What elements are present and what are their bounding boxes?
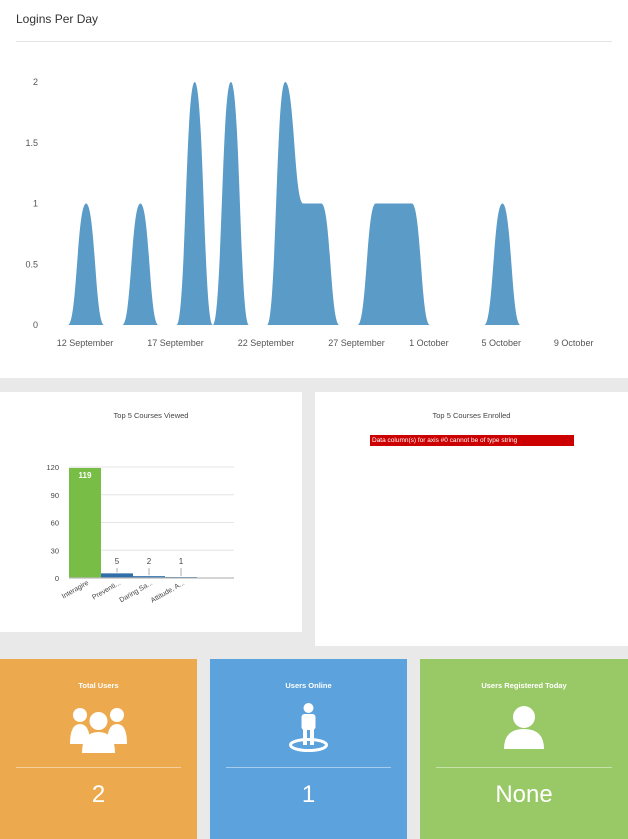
x-tick-label: 9 October: [554, 338, 594, 348]
courses-viewed-chart: 1209060300119Interagire5Preventi...2Dari…: [46, 463, 234, 605]
user-icon: [504, 706, 544, 749]
users-group-icon: [70, 708, 127, 753]
y-tick-label: 0: [33, 320, 38, 330]
courses-enrolled-title: Top 5 Courses Enrolled: [432, 411, 511, 420]
y-tick-label: 0: [55, 574, 59, 583]
y-tick-label: 30: [51, 546, 59, 555]
user-online-icon: [289, 703, 328, 752]
y-tick-label: 0.5: [25, 259, 38, 269]
total-users-card: Total Users 2: [0, 659, 197, 839]
y-tick-label: 1.5: [25, 138, 38, 148]
x-tick-label: 12 September: [57, 338, 114, 348]
users-online-label: Users Online: [285, 681, 332, 690]
users-online-card: Users Online 1: [210, 659, 407, 839]
bar: [133, 576, 165, 578]
bar: [69, 467, 101, 578]
x-tick-label: 22 September: [238, 338, 295, 348]
stat-divider: [16, 767, 181, 768]
stat-divider: [226, 767, 391, 768]
y-tick-label: 2: [33, 77, 38, 87]
login-area-segment: [122, 203, 159, 325]
bar: [101, 573, 133, 578]
courses-enrolled-panel: Top 5 Courses Enrolled Data column(s) fo…: [315, 392, 628, 646]
bar-data-label: 1: [179, 557, 184, 566]
x-tick-label: 17 September: [147, 338, 204, 348]
users-registered-today-label: Users Registered Today: [481, 681, 567, 690]
x-tick-label: 5 October: [482, 338, 522, 348]
courses-viewed-title: Top 5 Courses Viewed: [113, 411, 189, 420]
logins-per-day-panel: Logins Per Day 2 1.5 1 0.5 0 12 September 17 S…: [0, 0, 628, 378]
users-online-value: 1: [301, 781, 316, 808]
x-tick-label: Interagire: [61, 580, 90, 601]
y-tick-label: 120: [46, 463, 59, 472]
login-area-segment: [357, 203, 430, 325]
x-tick-label: Daring Sa...: [118, 580, 154, 605]
login-area-segment: [68, 203, 105, 325]
logins-per-day-chart: 2 1.5 1 0.5 0 12 September 17 September 22 Sept…: [25, 77, 594, 348]
y-tick-label: 90: [51, 491, 59, 500]
courses-viewed-panel: Top 5 Courses Viewed 120 90 60 30 0 119 Intera…: [0, 392, 302, 632]
users-registered-today-value: None: [495, 781, 553, 808]
login-area-segment: [484, 203, 521, 325]
x-tick-label: Attitude, A...: [150, 580, 186, 605]
total-users-label: Total Users: [78, 681, 119, 690]
chart-error-message: Data column(s) for axis #0 cannot be of …: [370, 435, 574, 446]
bar-data-label: 2: [147, 557, 152, 566]
y-tick-label: 1: [33, 199, 38, 209]
logins-per-day-title: Logins Per Day: [16, 12, 99, 26]
x-tick-label: 27 September: [328, 338, 385, 348]
login-area-segment: [267, 82, 340, 325]
bar-data-label: 5: [115, 557, 120, 566]
login-area-segment: [176, 82, 213, 325]
login-area-segment: [212, 82, 249, 325]
bar-data-label: 119: [79, 471, 92, 480]
users-registered-today-card: Users Registered Today None: [420, 659, 628, 839]
y-tick-label: 60: [51, 519, 59, 528]
stat-divider: [436, 767, 612, 768]
total-users-value: 2: [91, 781, 106, 808]
logins-title-divider: [16, 41, 612, 42]
x-tick-label: 1 October: [409, 338, 449, 348]
